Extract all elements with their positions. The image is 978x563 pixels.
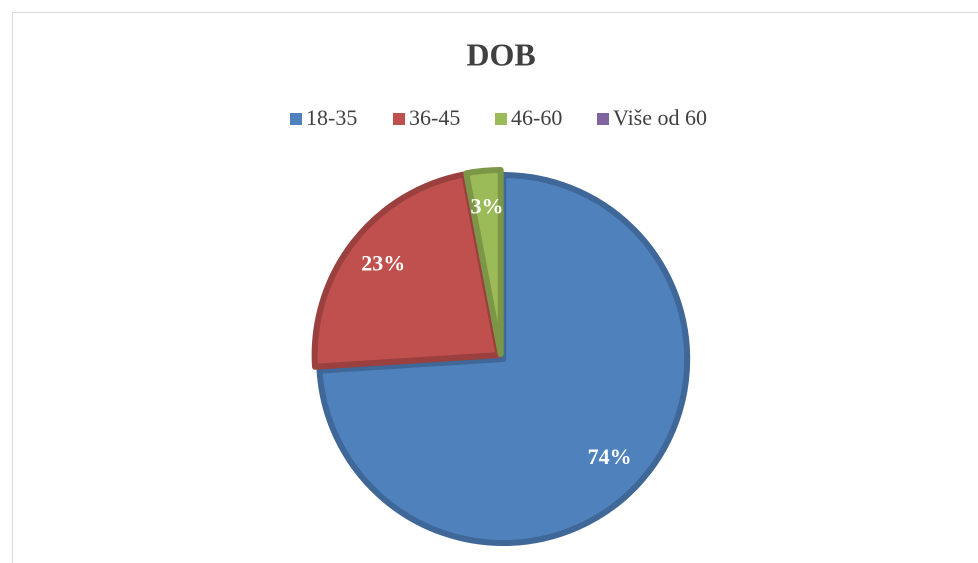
legend-label: 18-35 [306, 105, 357, 130]
pie-slice [316, 172, 691, 547]
data-label: 23% [361, 251, 405, 276]
pie-slice [463, 167, 504, 358]
legend-swatch [597, 113, 609, 125]
chart-title: DOB [466, 36, 535, 72]
legend-swatch [290, 113, 302, 125]
legend-label: 36-45 [409, 105, 460, 130]
data-label: 74% [588, 444, 632, 469]
pie-slice [311, 171, 502, 370]
legend-swatch [495, 113, 507, 125]
legend-label: 46-60 [511, 105, 562, 130]
data-label: 3% [470, 194, 503, 219]
legend-label: Više od 60 [613, 105, 707, 130]
legend-swatch [393, 113, 405, 125]
